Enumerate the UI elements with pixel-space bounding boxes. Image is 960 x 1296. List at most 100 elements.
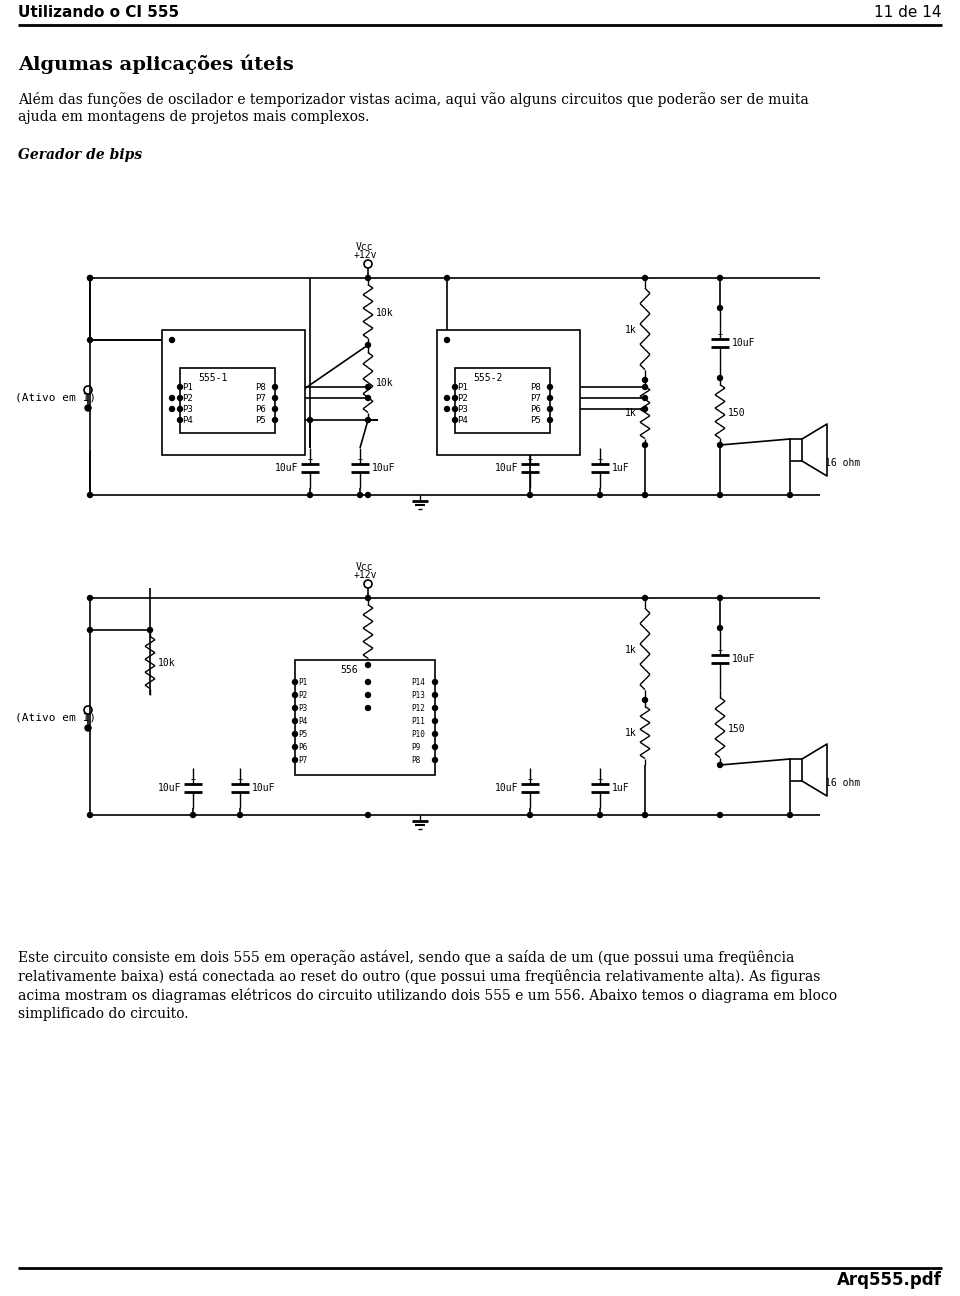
Circle shape bbox=[87, 627, 92, 632]
Text: P2: P2 bbox=[298, 691, 307, 700]
Circle shape bbox=[642, 385, 647, 390]
Circle shape bbox=[547, 417, 553, 422]
Circle shape bbox=[293, 705, 298, 710]
Text: Além das funções de oscilador e temporizador vistas acima, aqui vão alguns circu: Além das funções de oscilador e temporiz… bbox=[18, 92, 808, 108]
Circle shape bbox=[717, 276, 723, 280]
Text: P2: P2 bbox=[457, 394, 468, 403]
Circle shape bbox=[717, 595, 723, 600]
Text: P11: P11 bbox=[411, 717, 425, 726]
Text: +: + bbox=[598, 455, 603, 464]
Text: P1: P1 bbox=[182, 384, 193, 391]
Circle shape bbox=[366, 492, 371, 498]
Text: P4: P4 bbox=[182, 416, 193, 425]
Text: 1k: 1k bbox=[625, 728, 637, 739]
Circle shape bbox=[444, 276, 449, 280]
Circle shape bbox=[433, 744, 438, 749]
Circle shape bbox=[642, 492, 647, 498]
Circle shape bbox=[178, 395, 182, 400]
Text: P6: P6 bbox=[255, 404, 266, 413]
Circle shape bbox=[170, 337, 175, 342]
Circle shape bbox=[273, 417, 277, 422]
Circle shape bbox=[366, 679, 371, 684]
Circle shape bbox=[366, 813, 371, 818]
Circle shape bbox=[642, 407, 647, 412]
Circle shape bbox=[717, 376, 723, 381]
Text: simplificado do circuito.: simplificado do circuito. bbox=[18, 1007, 188, 1021]
Text: 10uF: 10uF bbox=[252, 783, 276, 793]
Circle shape bbox=[717, 442, 723, 447]
Circle shape bbox=[642, 813, 647, 818]
Circle shape bbox=[717, 492, 723, 498]
Circle shape bbox=[366, 705, 371, 710]
Circle shape bbox=[452, 385, 458, 390]
Circle shape bbox=[366, 276, 371, 280]
Circle shape bbox=[148, 627, 153, 632]
Circle shape bbox=[642, 395, 647, 400]
Text: P5: P5 bbox=[298, 730, 307, 739]
Circle shape bbox=[366, 342, 371, 347]
Circle shape bbox=[452, 395, 458, 400]
Text: P7: P7 bbox=[530, 394, 540, 403]
Circle shape bbox=[273, 395, 277, 400]
Text: P4: P4 bbox=[298, 717, 307, 726]
Circle shape bbox=[433, 692, 438, 697]
Text: +: + bbox=[598, 775, 603, 784]
Bar bbox=[162, 330, 305, 455]
Text: Este circuito consiste em dois 555 em operação astável, sendo que a saída de um : Este circuito consiste em dois 555 em op… bbox=[18, 950, 794, 966]
Text: P8: P8 bbox=[255, 384, 266, 391]
Text: +: + bbox=[358, 455, 363, 464]
Text: relativamente baixa) está conectada ao reset do outro (que possui uma freqüência: relativamente baixa) está conectada ao r… bbox=[18, 969, 821, 984]
Text: +: + bbox=[191, 775, 196, 784]
Text: P7: P7 bbox=[255, 394, 266, 403]
Text: 10uF: 10uF bbox=[494, 463, 518, 473]
Circle shape bbox=[357, 492, 363, 498]
Circle shape bbox=[642, 276, 647, 280]
Text: 1k: 1k bbox=[625, 408, 637, 419]
Text: P8: P8 bbox=[411, 756, 420, 765]
Text: 556: 556 bbox=[340, 665, 358, 675]
Circle shape bbox=[85, 404, 91, 411]
Text: Utilizando o CI 555: Utilizando o CI 555 bbox=[18, 5, 180, 19]
Circle shape bbox=[717, 762, 723, 767]
Circle shape bbox=[178, 385, 182, 390]
Text: 150: 150 bbox=[728, 723, 746, 734]
Text: 1k: 1k bbox=[625, 325, 637, 334]
Text: P6: P6 bbox=[530, 404, 540, 413]
Text: Algumas aplicações úteis: Algumas aplicações úteis bbox=[18, 54, 294, 74]
Text: +12v: +12v bbox=[354, 570, 377, 581]
Circle shape bbox=[787, 813, 793, 818]
Circle shape bbox=[433, 679, 438, 684]
Circle shape bbox=[642, 595, 647, 600]
Circle shape bbox=[170, 407, 175, 412]
Circle shape bbox=[87, 276, 92, 280]
Text: 10uF: 10uF bbox=[372, 463, 396, 473]
Circle shape bbox=[178, 417, 182, 422]
Text: P9: P9 bbox=[411, 743, 420, 752]
Circle shape bbox=[452, 407, 458, 412]
Circle shape bbox=[237, 813, 243, 818]
Circle shape bbox=[293, 692, 298, 697]
Text: 150: 150 bbox=[728, 407, 746, 417]
Text: +: + bbox=[528, 455, 533, 464]
Bar bbox=[790, 439, 802, 461]
Bar bbox=[295, 660, 435, 775]
Circle shape bbox=[307, 492, 313, 498]
Text: P10: P10 bbox=[411, 730, 425, 739]
Text: ajuda em montagens de projetos mais complexos.: ajuda em montagens de projetos mais comp… bbox=[18, 110, 370, 124]
Circle shape bbox=[547, 385, 553, 390]
Circle shape bbox=[597, 813, 603, 818]
Circle shape bbox=[293, 718, 298, 723]
Circle shape bbox=[597, 492, 603, 498]
Text: P8: P8 bbox=[530, 384, 540, 391]
Circle shape bbox=[717, 813, 723, 818]
Circle shape bbox=[787, 492, 793, 498]
Text: Vcc: Vcc bbox=[356, 242, 373, 251]
Circle shape bbox=[642, 442, 647, 447]
Circle shape bbox=[527, 813, 533, 818]
Text: P12: P12 bbox=[411, 704, 425, 713]
Circle shape bbox=[293, 744, 298, 749]
Circle shape bbox=[87, 492, 92, 498]
Text: +: + bbox=[528, 775, 533, 784]
Text: Gerador de bips: Gerador de bips bbox=[18, 148, 142, 162]
Circle shape bbox=[87, 813, 92, 818]
